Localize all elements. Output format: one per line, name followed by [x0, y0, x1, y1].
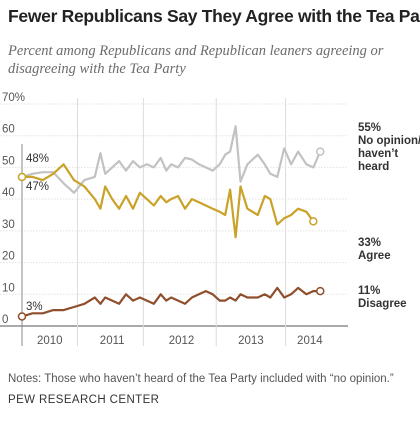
- chart-title: Fewer Republicans Say They Agree with th…: [8, 6, 420, 26]
- series-end-point-agree: [309, 217, 318, 226]
- x-tick-label: 2013: [238, 335, 264, 347]
- y-tick-label: 70%: [2, 92, 25, 104]
- series-name-agree: Agree: [358, 250, 391, 262]
- series-end-value-agree: 33%: [358, 237, 381, 249]
- y-tick-label: 40: [2, 187, 15, 199]
- x-axis-ticks: 2010 2011 2012 2013 2014: [37, 335, 323, 347]
- series-line-no_opinion: [21, 125, 322, 194]
- series-end-point-no_opinion: [316, 147, 325, 156]
- series-line-agree: [22, 163, 315, 239]
- series-start-point-disagree: [17, 312, 27, 321]
- grid-lines: [0, 98, 348, 346]
- y-tick-label: 50: [2, 155, 15, 167]
- series-start-point-agree: [17, 172, 27, 182]
- chart-notes: Notes: Those who haven’t heard of the Te…: [8, 373, 394, 385]
- y-tick-label: 60: [2, 124, 15, 136]
- y-tick-label: 30: [2, 219, 15, 231]
- series-end-value-disagree: 11%: [358, 285, 380, 297]
- x-tick-label: 2011: [100, 335, 125, 347]
- series-start-label-no_opinion: 48%: [26, 153, 49, 165]
- x-tick-label: 2010: [37, 335, 63, 347]
- y-tick-label: 20: [2, 251, 15, 263]
- series-name-no_opinion: No opinion/: [358, 135, 420, 147]
- chart-source: PEW RESEARCH CENTER: [8, 394, 160, 406]
- series-lines: [17, 125, 325, 321]
- series-name-disagree: Disagree: [358, 298, 407, 310]
- y-tick-label: 0: [2, 314, 8, 326]
- series-name-no_opinion: haven’t: [358, 148, 398, 160]
- y-tick-label: 10: [2, 282, 15, 294]
- series-start-label-agree: 47%: [26, 181, 49, 193]
- series-start-label-disagree: 3%: [26, 301, 43, 313]
- x-tick-label: 2012: [169, 335, 195, 347]
- series-name-no_opinion: heard: [358, 161, 389, 173]
- chart-subtitle: Percent among Republicans and Republican…: [8, 43, 384, 77]
- series-end-value-no_opinion: 55%: [358, 122, 381, 134]
- y-axis-ticks: 70% 60 50 40 30 20 10 0: [2, 92, 25, 326]
- series-line-disagree: [21, 286, 321, 318]
- series-end-point-disagree: [316, 286, 325, 296]
- x-tick-label: 2014: [297, 335, 323, 347]
